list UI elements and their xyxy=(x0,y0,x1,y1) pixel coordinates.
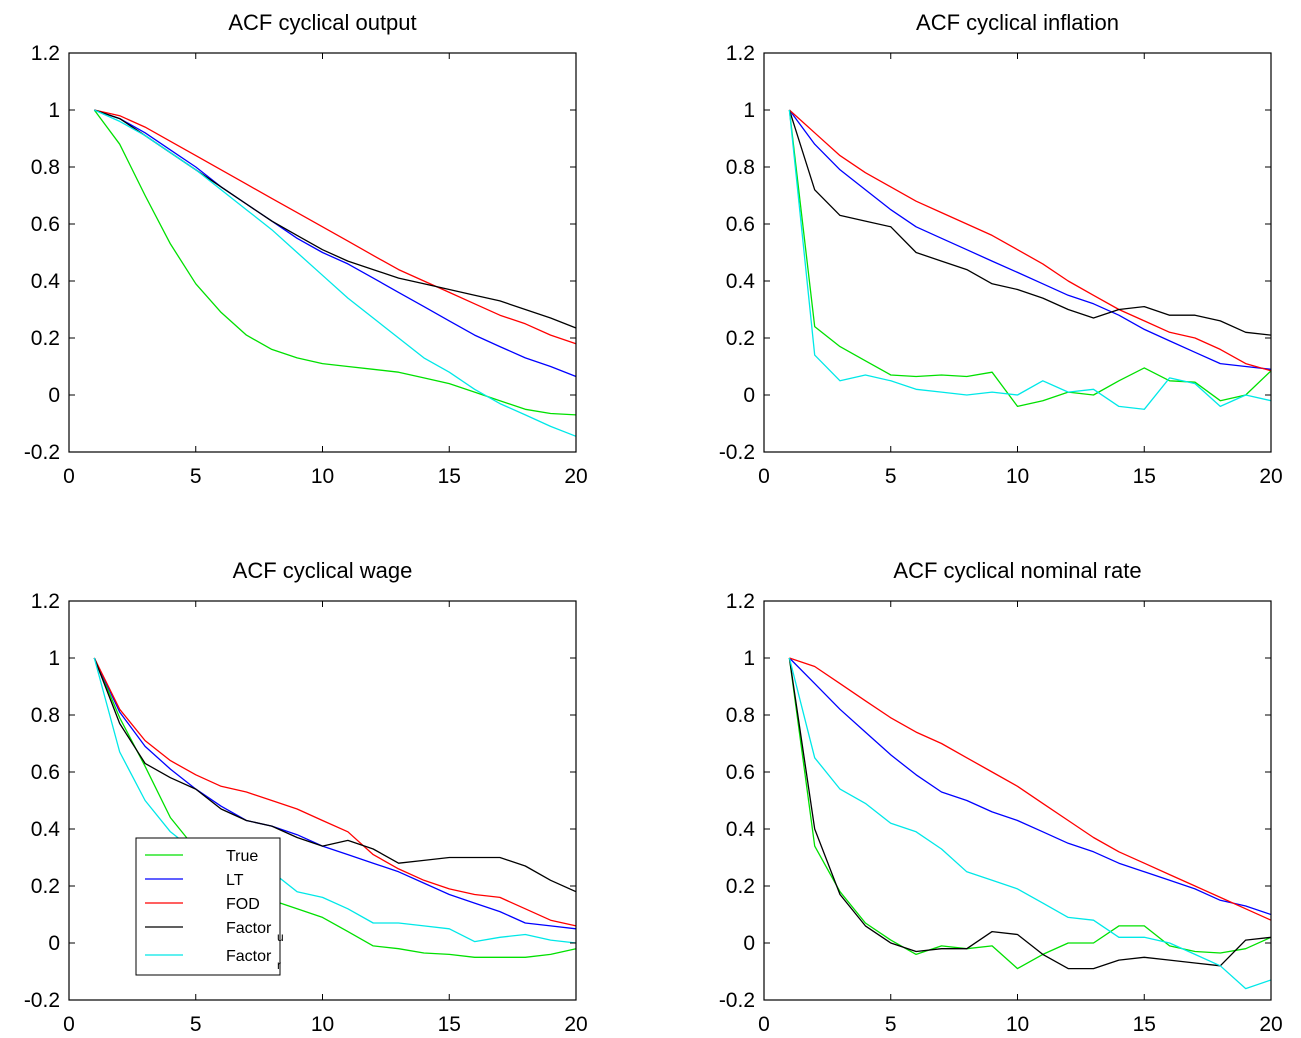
x-tick-label: 10 xyxy=(1006,1013,1029,1036)
legend-label: Factor xyxy=(226,920,272,937)
y-tick-label: -0.2 xyxy=(24,441,60,464)
series-line-true xyxy=(93,109,577,416)
y-tick-label: -0.2 xyxy=(719,989,755,1012)
series-line-lt xyxy=(788,109,1272,370)
x-tick-label: 0 xyxy=(63,465,75,488)
y-tick-label: 0 xyxy=(48,932,60,955)
y-tick-label: 0.6 xyxy=(31,761,60,784)
y-tick-label: 1.2 xyxy=(31,590,60,613)
series-line-factor-r xyxy=(788,109,1272,410)
series-line-true xyxy=(788,109,1272,408)
y-tick-label: 0.6 xyxy=(726,213,755,236)
y-tick-label: 0.6 xyxy=(726,761,755,784)
y-tick-label: 0 xyxy=(48,384,60,407)
x-tick-label: 0 xyxy=(758,1013,770,1036)
y-tick-label: 0.4 xyxy=(31,270,61,293)
series-line-factor-u xyxy=(788,109,1272,336)
legend-label: LT xyxy=(226,872,244,889)
y-tick-label: 1 xyxy=(48,99,60,122)
y-tick-label: 1 xyxy=(743,647,755,670)
y-tick-label: 0.8 xyxy=(726,156,755,179)
series-line-true xyxy=(788,657,1272,970)
legend-item-factor-r: Factor r xyxy=(145,948,281,972)
y-tick-label: 0.4 xyxy=(726,818,756,841)
y-tick-label: 0.8 xyxy=(726,704,755,727)
chart-title-inflation: ACF cyclical inflation xyxy=(916,10,1119,35)
x-tick-label: 20 xyxy=(1259,1013,1282,1036)
x-tick-label: 5 xyxy=(190,1013,202,1036)
legend-item-fod: FOD xyxy=(145,896,260,913)
series-line-factor-r xyxy=(94,109,577,437)
legend-label: Factor xyxy=(226,948,272,965)
x-tick-label: 20 xyxy=(1259,465,1282,488)
y-tick-label: 0 xyxy=(743,932,755,955)
series-line-lt xyxy=(93,657,577,930)
y-tick-label: 0.2 xyxy=(31,327,60,350)
x-tick-label: 15 xyxy=(438,465,461,488)
x-tick-label: 5 xyxy=(885,1013,897,1036)
y-tick-label: 0.4 xyxy=(31,818,61,841)
legend-subscript: u xyxy=(277,930,284,944)
legend-label: True xyxy=(226,848,258,865)
y-tick-label: 1.2 xyxy=(726,590,755,613)
y-tick-label: 0.4 xyxy=(726,270,756,293)
axes-frame xyxy=(763,52,1272,453)
legend-item-true: True xyxy=(145,848,258,865)
chart-title-output: ACF cyclical output xyxy=(228,10,416,35)
y-tick-label: 0 xyxy=(743,384,755,407)
legend-item-factor-u: Factor u xyxy=(145,920,284,944)
x-tick-label: 0 xyxy=(63,1013,75,1036)
y-tick-label: 1.2 xyxy=(31,42,60,65)
x-tick-label: 20 xyxy=(564,1013,587,1036)
series-line-true xyxy=(93,657,577,958)
x-tick-label: 0 xyxy=(758,465,770,488)
series-line-factor-u xyxy=(94,109,577,329)
x-tick-label: 15 xyxy=(1133,465,1156,488)
x-tick-label: 10 xyxy=(311,465,334,488)
y-tick-label: 0.2 xyxy=(726,875,755,898)
x-tick-label: 5 xyxy=(885,465,897,488)
legend-subscript: r xyxy=(277,958,281,972)
y-tick-label: 1.2 xyxy=(726,42,755,65)
x-tick-label: 10 xyxy=(1006,465,1029,488)
y-tick-label: 0.6 xyxy=(31,213,60,236)
y-tick-label: 0.2 xyxy=(31,875,60,898)
series-line-factor-r xyxy=(788,657,1272,990)
x-tick-label: 5 xyxy=(190,465,202,488)
series-line-fod xyxy=(94,109,577,345)
series-line-lt xyxy=(94,109,577,378)
y-tick-label: -0.2 xyxy=(24,989,60,1012)
y-tick-label: -0.2 xyxy=(719,441,755,464)
y-tick-label: 1 xyxy=(743,99,755,122)
series-line-lt xyxy=(788,657,1272,916)
x-tick-label: 15 xyxy=(438,1013,461,1036)
legend-box xyxy=(135,837,281,976)
x-tick-label: 10 xyxy=(311,1013,334,1036)
y-tick-label: 0.2 xyxy=(726,327,755,350)
series-line-fod xyxy=(789,657,1272,921)
y-tick-label: 0.8 xyxy=(31,704,60,727)
y-tick-label: 1 xyxy=(48,647,60,670)
legend-label: FOD xyxy=(226,896,260,913)
x-tick-label: 20 xyxy=(564,465,587,488)
chart-title-wage: ACF cyclical wage xyxy=(233,558,413,583)
legend-item-lt: LT xyxy=(145,872,244,889)
series-line-fod xyxy=(788,109,1272,372)
chart-title-nominal-rate: ACF cyclical nominal rate xyxy=(893,558,1141,583)
series-line-factor-u xyxy=(93,657,577,893)
series-line-fod xyxy=(93,657,577,927)
series-line-factor-u xyxy=(788,657,1272,970)
axes-frame xyxy=(763,600,1272,1001)
x-tick-label: 15 xyxy=(1133,1013,1156,1036)
series-line-factor-r xyxy=(93,657,577,944)
y-tick-label: 0.8 xyxy=(31,156,60,179)
